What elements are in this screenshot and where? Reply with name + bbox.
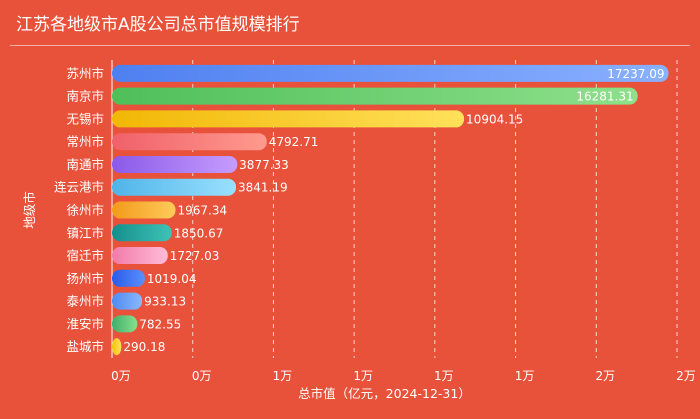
category-label: 常州市 (66, 134, 104, 149)
category-label: 连云港市 (54, 180, 104, 195)
category-label: 南通市 (66, 157, 104, 172)
bar (112, 133, 267, 151)
labels: 0万 0万 1万 1万 1万 1万 2万 2万 苏州市 17237.09 南京市 16281.31 无锡… (54, 66, 696, 383)
x-tick-label: 2万 (676, 369, 696, 383)
bar (112, 247, 168, 265)
category-label: 淮安市 (66, 316, 104, 331)
title-divider (10, 45, 690, 46)
value-label: 1850.67 (174, 226, 224, 240)
value-label: 1019.04 (147, 272, 197, 286)
category-label: 苏州市 (66, 66, 104, 81)
value-label: 933.13 (144, 295, 186, 309)
bar (112, 224, 172, 242)
value-label: 1967.34 (178, 204, 228, 218)
value-label: 3841.19 (238, 181, 288, 195)
bar (112, 64, 669, 82)
x-tick-label: 2万 (595, 369, 615, 383)
bars (112, 64, 669, 356)
x-tick-label: 1万 (515, 369, 535, 383)
category-label: 南京市 (66, 89, 104, 104)
category-label: 宿迁市 (66, 248, 104, 263)
bar (112, 87, 638, 105)
value-label: 17237.09 (607, 67, 664, 81)
value-label: 3877.33 (239, 158, 289, 172)
category-label: 泰州市 (66, 294, 104, 309)
bar (112, 178, 237, 196)
bar (112, 338, 122, 356)
x-tick-label: 1万 (273, 369, 293, 383)
x-tick-label: 0万 (192, 369, 212, 383)
category-label: 徐州市 (66, 203, 104, 218)
bar (112, 201, 176, 219)
value-label: 10904.15 (466, 112, 523, 126)
chart-title: 江苏各地级市A股公司总市值规模排行 (16, 15, 300, 35)
x-tick-label: 0万 (111, 369, 131, 383)
category-label: 镇江市 (66, 225, 104, 240)
value-label: 782.55 (139, 317, 181, 331)
value-label: 1727.03 (170, 249, 220, 263)
x-tick-label: 1万 (434, 369, 454, 383)
x-tick-label: 1万 (353, 369, 373, 383)
x-axis-label: 总市值（亿元，2024-12-31） (298, 386, 471, 401)
bar (112, 315, 138, 333)
value-label: 290.18 (123, 340, 165, 354)
value-label: 16281.31 (576, 90, 633, 104)
category-label: 盐城市 (66, 339, 104, 354)
bar (112, 269, 145, 287)
bar (112, 155, 238, 173)
bar (112, 110, 465, 128)
value-label: 4792.71 (269, 135, 319, 149)
category-label: 无锡市 (66, 111, 104, 126)
category-label: 扬州市 (66, 271, 104, 286)
bar (112, 292, 143, 310)
y-axis-label: 地级市 (22, 191, 37, 229)
grid-lines (111, 60, 678, 358)
